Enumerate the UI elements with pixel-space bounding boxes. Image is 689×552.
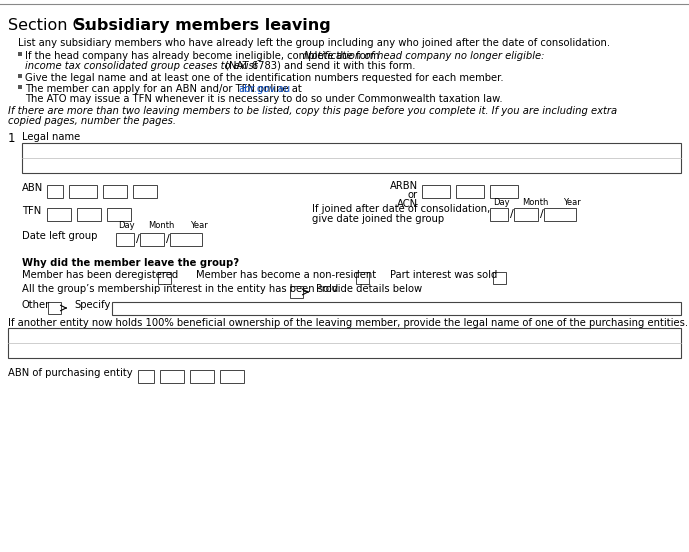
Text: The member can apply for an ABN and/or TFN online at: The member can apply for an ABN and/or T… (25, 84, 305, 94)
Text: /: / (540, 209, 544, 219)
Text: The ATO may issue a TFN whenever it is necessary to do so under Commonwealth tax: The ATO may issue a TFN whenever it is n… (25, 94, 502, 104)
Bar (18, 52, 22, 56)
Text: 1: 1 (8, 132, 15, 145)
Text: If joined after date of consolidation,: If joined after date of consolidation, (312, 204, 491, 214)
Text: Year: Year (190, 221, 208, 230)
Bar (138, 370, 154, 383)
Text: Member has become a non-resident: Member has become a non-resident (196, 270, 376, 280)
Text: Month: Month (522, 198, 548, 207)
Text: Legal name: Legal name (22, 132, 80, 142)
Text: If the head company has already become ineligible, complete the form: If the head company has already become i… (25, 51, 382, 61)
Text: Why did the member leave the group?: Why did the member leave the group? (22, 258, 239, 268)
Text: Section C:: Section C: (8, 18, 94, 33)
Bar (47, 208, 71, 221)
Bar (220, 370, 244, 383)
Bar (544, 208, 576, 221)
Text: Year: Year (563, 198, 581, 207)
Text: ARBN: ARBN (390, 181, 418, 191)
Text: Specify: Specify (74, 300, 110, 310)
Bar (158, 272, 171, 284)
Bar (514, 208, 538, 221)
Bar (170, 233, 202, 246)
Bar (190, 370, 214, 383)
Bar (47, 185, 63, 198)
Bar (112, 302, 681, 315)
Text: or: or (408, 190, 418, 200)
Bar (18, 74, 22, 78)
Bar (8, 328, 681, 358)
Bar (290, 286, 303, 298)
Text: /: / (166, 234, 169, 244)
Text: All the group’s membership interest in the entity has been sold: All the group’s membership interest in t… (22, 284, 338, 294)
Bar (22, 143, 681, 173)
Bar (356, 272, 369, 284)
Text: List any subsidiary members who have already left the group including any who jo: List any subsidiary members who have alr… (18, 38, 610, 48)
Text: If another entity now holds 100% beneficial ownership of the leaving member, pro: If another entity now holds 100% benefic… (8, 318, 688, 328)
Text: Provide details below: Provide details below (316, 284, 422, 294)
Bar (107, 208, 131, 221)
Bar (18, 85, 22, 89)
Bar (490, 208, 508, 221)
Bar (103, 185, 127, 198)
Text: Other: Other (22, 300, 50, 310)
Text: Day: Day (493, 198, 510, 207)
Text: ACN: ACN (397, 199, 418, 209)
Text: Part interest was sold: Part interest was sold (390, 270, 497, 280)
Text: Day: Day (118, 221, 134, 230)
Text: Notification of head company no longer eligible:: Notification of head company no longer e… (304, 51, 544, 61)
Bar (77, 208, 101, 221)
Bar (493, 272, 506, 284)
Text: TFN: TFN (22, 206, 41, 216)
Text: Give the legal name and at least one of the identification numbers requested for: Give the legal name and at least one of … (25, 73, 504, 83)
Text: ABN: ABN (22, 183, 43, 193)
Text: Subsidiary members leaving: Subsidiary members leaving (74, 18, 331, 33)
Bar (69, 185, 97, 198)
Text: copied pages, number the pages.: copied pages, number the pages. (8, 116, 176, 126)
Text: give date joined the group: give date joined the group (312, 214, 444, 224)
Text: /: / (136, 234, 140, 244)
Text: income tax consolidated group ceases to exist: income tax consolidated group ceases to … (25, 61, 258, 71)
Bar (456, 185, 484, 198)
Text: Month: Month (148, 221, 174, 230)
Bar (133, 185, 157, 198)
Bar (490, 185, 518, 198)
Bar (116, 233, 134, 246)
Text: Member has been deregistered: Member has been deregistered (22, 270, 178, 280)
Bar (48, 302, 61, 314)
Text: abr.gov.au: abr.gov.au (238, 84, 290, 94)
Text: If there are more than two leaving members to be listed, copy this page before y: If there are more than two leaving membe… (8, 106, 617, 116)
Text: Date left group: Date left group (22, 231, 97, 241)
Bar (422, 185, 450, 198)
Text: /: / (510, 209, 514, 219)
Text: (NAT 6783) and send it with this form.: (NAT 6783) and send it with this form. (222, 61, 415, 71)
Bar (140, 233, 164, 246)
Text: ABN of purchasing entity: ABN of purchasing entity (8, 368, 132, 378)
Bar (160, 370, 184, 383)
